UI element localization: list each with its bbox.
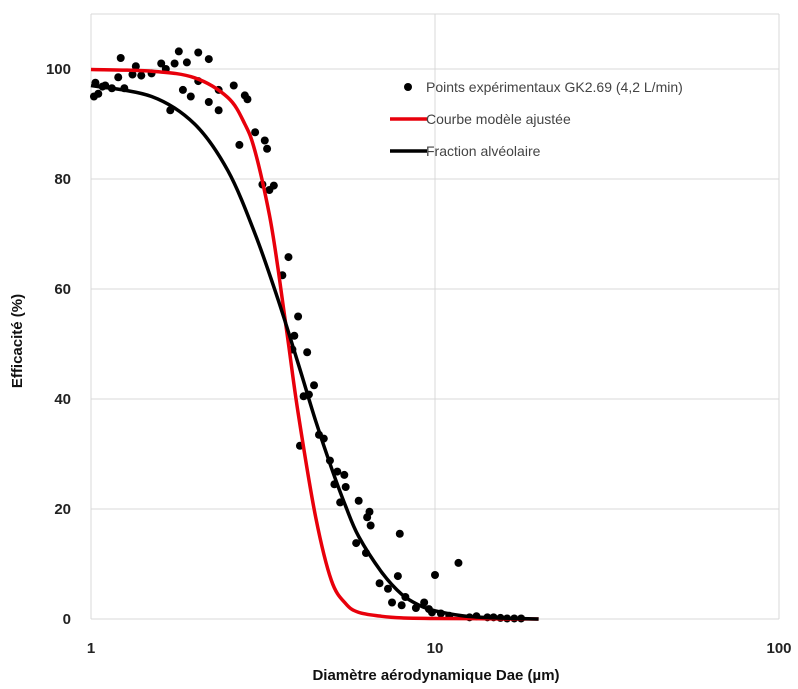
data-point <box>178 85 187 94</box>
data-point <box>454 558 463 567</box>
plot-area <box>89 47 539 623</box>
legend-label-alveolar: Fraction alvéolaire <box>426 143 541 159</box>
data-point <box>284 253 293 262</box>
data-point <box>114 73 123 82</box>
data-point <box>340 470 349 479</box>
y-tick-label: 40 <box>54 391 71 408</box>
y-tick-label: 60 <box>54 281 71 298</box>
y-tick-label: 80 <box>54 171 71 188</box>
data-point <box>290 331 299 340</box>
data-point <box>131 62 140 71</box>
x-tick-label: 100 <box>766 640 791 657</box>
data-point <box>420 598 429 607</box>
data-point <box>229 81 238 90</box>
data-point <box>251 128 260 137</box>
x-tick-label: 10 <box>427 640 444 657</box>
alveolar-fraction-curve <box>90 83 539 621</box>
legend-label-model: Courbe modèle ajustée <box>426 111 571 127</box>
data-point <box>375 579 384 588</box>
data-point <box>431 571 439 579</box>
data-point <box>235 140 244 149</box>
y-tick-label: 20 <box>54 501 71 518</box>
grid-lines <box>90 13 780 620</box>
data-point <box>393 572 402 581</box>
y-tick-label: 100 <box>46 61 71 78</box>
y-axis-title: Efficacité (%) <box>9 294 26 388</box>
data-point <box>383 584 392 593</box>
data-point <box>186 92 195 101</box>
data-point <box>174 47 183 56</box>
data-point <box>170 59 179 68</box>
data-point <box>352 539 361 548</box>
x-axis-title: Diamètre aérodynamique Dae (µm) <box>312 667 559 684</box>
data-point <box>214 106 223 115</box>
legend-label-experimental: Points expérimentaux GK2.69 (4,2 L/min) <box>426 79 683 95</box>
legend: Points expérimentaux GK2.69 (4,2 L/min) … <box>390 79 683 159</box>
data-point <box>157 59 166 68</box>
data-point <box>303 348 312 357</box>
data-point <box>269 181 278 190</box>
data-point <box>204 98 213 106</box>
data-point <box>395 529 404 538</box>
data-point <box>182 58 191 67</box>
data-point <box>128 70 137 79</box>
data-point <box>137 71 146 80</box>
model-fit-curve <box>90 67 539 621</box>
tick-labels: 0 20 40 60 80 100 1 10 100 <box>46 61 792 657</box>
legend-marker-experimental <box>404 83 412 91</box>
data-point <box>204 55 213 64</box>
data-point <box>260 136 269 145</box>
data-point <box>116 54 125 62</box>
data-point <box>263 144 272 153</box>
y-tick-label: 0 <box>63 611 71 628</box>
data-point <box>294 312 303 321</box>
x-tick-label: 1 <box>87 640 95 657</box>
data-point <box>243 95 252 104</box>
data-point <box>310 381 319 390</box>
data-point <box>354 496 363 505</box>
data-point <box>366 521 375 530</box>
data-point <box>397 601 406 610</box>
data-point <box>194 48 203 57</box>
data-point <box>341 483 350 491</box>
data-point <box>388 598 397 607</box>
data-point <box>94 89 103 98</box>
data-point <box>365 507 374 516</box>
